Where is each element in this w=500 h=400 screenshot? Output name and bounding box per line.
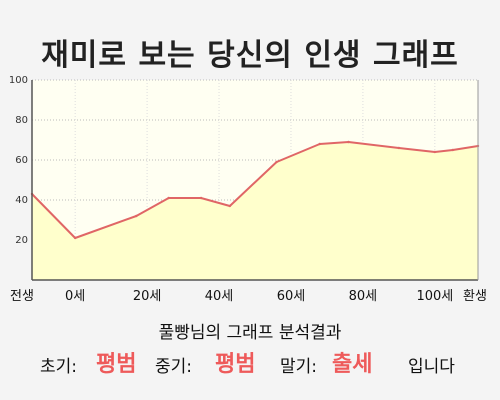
mid-label: 중기: — [155, 357, 193, 377]
x-tick-label: 전생 — [10, 289, 34, 304]
life-point — [135, 214, 138, 218]
page-title: 재미로 보는 당신의 인생 그래프 — [41, 38, 459, 73]
life-point — [451, 148, 455, 152]
early-value: 평범 — [96, 352, 137, 377]
life-point — [275, 160, 278, 164]
result-summary: 초기: 평범 중기: 평범 말기: 출세 입니다 — [0, 344, 500, 378]
x-tick-label: 0세 — [65, 289, 85, 304]
mid-value: 평범 — [215, 352, 256, 377]
x-tick-label: 20세 — [133, 289, 162, 304]
life-point — [73, 236, 77, 240]
life-point — [167, 196, 170, 200]
early-label: 초기: — [40, 357, 78, 377]
life-point — [228, 204, 232, 208]
life-point — [199, 196, 203, 200]
x-tick-label: 40세 — [205, 289, 234, 304]
life-point — [433, 150, 437, 154]
x-tick-label: 100세 — [416, 289, 453, 304]
y-tick-label: 20 — [15, 235, 28, 246]
x-tick-label: 80세 — [349, 289, 378, 304]
late-label: 말기: — [280, 357, 318, 377]
life-point — [347, 140, 350, 144]
result-suffix: 입니다 — [408, 357, 455, 377]
life-point — [318, 142, 321, 146]
x-tick-label: 환생 — [463, 289, 487, 304]
life-point — [397, 146, 401, 150]
y-tick-label: 100 — [9, 75, 28, 86]
y-tick-label: 40 — [15, 195, 28, 206]
life-chart: 20 40 60 80 100 전생 0세 20세 40세 60세 80세 100세 환생 — [9, 75, 487, 304]
x-tick-label: 60세 — [277, 289, 306, 304]
result-title: 풀빵님의 그래프 분석결과 — [158, 323, 342, 343]
late-value: 출세 — [332, 352, 373, 377]
y-tick-label: 60 — [15, 155, 28, 166]
y-tick-label: 80 — [15, 115, 28, 126]
life-area-fill — [32, 142, 478, 280]
